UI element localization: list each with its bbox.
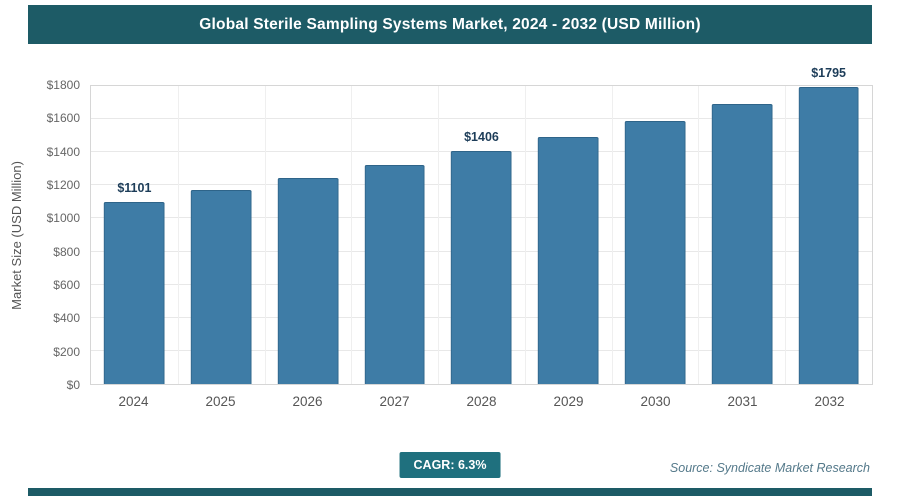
x-tick-label: 2026	[292, 394, 323, 409]
bottom-bar	[28, 488, 872, 496]
bar-column-2030	[612, 86, 699, 384]
vertical-gridline	[177, 86, 179, 384]
bar-data-label: $1795	[811, 65, 846, 80]
cagr-badge: CAGR: 6.3%	[399, 452, 501, 478]
x-axis: 2024 2025 2026 2027 2028 2029 2030 2031 2032	[90, 394, 873, 409]
bar-2032	[798, 86, 859, 384]
bar-column-2027	[351, 86, 438, 384]
y-tick-label: $200	[53, 344, 80, 359]
vertical-gridline	[438, 86, 440, 384]
bar-2030	[624, 120, 686, 384]
y-tick-label: $600	[53, 278, 80, 292]
x-tick-label: 2031	[727, 394, 758, 409]
x-tick-label: 2025	[205, 394, 236, 409]
bar-column-2029	[525, 86, 612, 384]
bar-column-2025	[178, 86, 265, 384]
x-tick-label: 2028	[466, 394, 497, 409]
y-tick-label: $400	[53, 311, 80, 326]
chart-title-bar: Global Sterile Sampling Systems Market, …	[28, 5, 872, 44]
y-tick-label: $1200	[46, 178, 80, 192]
chart-title: Global Sterile Sampling Systems Market, …	[199, 15, 701, 33]
plot-area: $1101 $1406 $1795	[90, 66, 873, 385]
bar-2031	[711, 104, 773, 384]
y-tick-label: $1400	[46, 144, 80, 159]
bar-data-label: $1101	[117, 180, 152, 195]
y-tick-label: $0	[66, 378, 80, 392]
vertical-gridline	[785, 86, 787, 384]
bar-2029	[537, 136, 599, 384]
y-axis-title: Market Size (USD Million)	[4, 85, 28, 385]
x-tick-label: 2029	[553, 394, 584, 409]
x-tick-label: 2030	[640, 394, 671, 409]
y-tick-label: $1000	[46, 211, 80, 226]
bar-2027	[364, 164, 426, 384]
y-tick-label: $800	[53, 244, 80, 259]
vertical-gridline	[351, 86, 353, 384]
y-axis-title-text: Market Size (USD Million)	[8, 160, 24, 310]
source-text: Source: Syndicate Market Research	[669, 461, 870, 475]
bar-column-2026	[265, 86, 352, 384]
bar-2026	[277, 178, 339, 384]
cagr-label: CAGR: 6.3%	[413, 458, 487, 472]
y-tick-label: $1600	[46, 111, 80, 126]
vertical-gridline	[698, 86, 700, 384]
gridline	[91, 118, 872, 120]
bar-column-2024: $1101	[91, 86, 178, 384]
bar-column-2032: $1795	[785, 66, 872, 384]
y-tick-label: $1800	[46, 78, 80, 92]
vertical-gridline	[264, 86, 266, 384]
y-axis: $0 $200 $400 $600 $800 $1000 $1200 $1400 $1600 $1…	[28, 78, 86, 392]
bar-column-2028: $1406	[438, 86, 525, 384]
vertical-gridline	[611, 86, 613, 384]
bar-data-label: $1406	[464, 130, 499, 145]
x-tick-label: 2032	[814, 394, 845, 409]
x-tick-label: 2027	[379, 394, 410, 409]
bar-2025	[190, 190, 252, 384]
bar-2028	[451, 151, 512, 384]
x-tick-label: 2024	[118, 394, 149, 409]
bar-column-2031	[698, 86, 785, 384]
vertical-gridline	[524, 86, 526, 384]
bar-2024	[104, 201, 165, 384]
